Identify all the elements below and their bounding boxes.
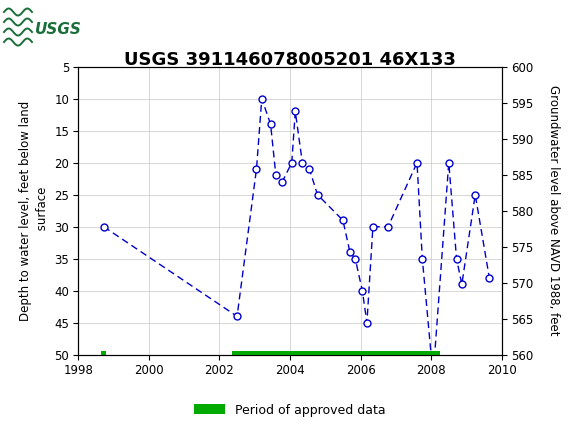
Text: USGS: USGS: [35, 22, 82, 37]
Legend: Period of approved data: Period of approved data: [189, 399, 391, 421]
Bar: [232, 351, 440, 358]
Bar: [102, 351, 106, 358]
Bar: [3, 4, 65, 54]
Y-axis label: Groundwater level above NAVD 1988, feet: Groundwater level above NAVD 1988, feet: [547, 86, 560, 336]
Y-axis label: Depth to water level, feet below land
 surface: Depth to water level, feet below land su…: [19, 101, 49, 321]
Text: USGS 391146078005201 46X133: USGS 391146078005201 46X133: [124, 51, 456, 69]
